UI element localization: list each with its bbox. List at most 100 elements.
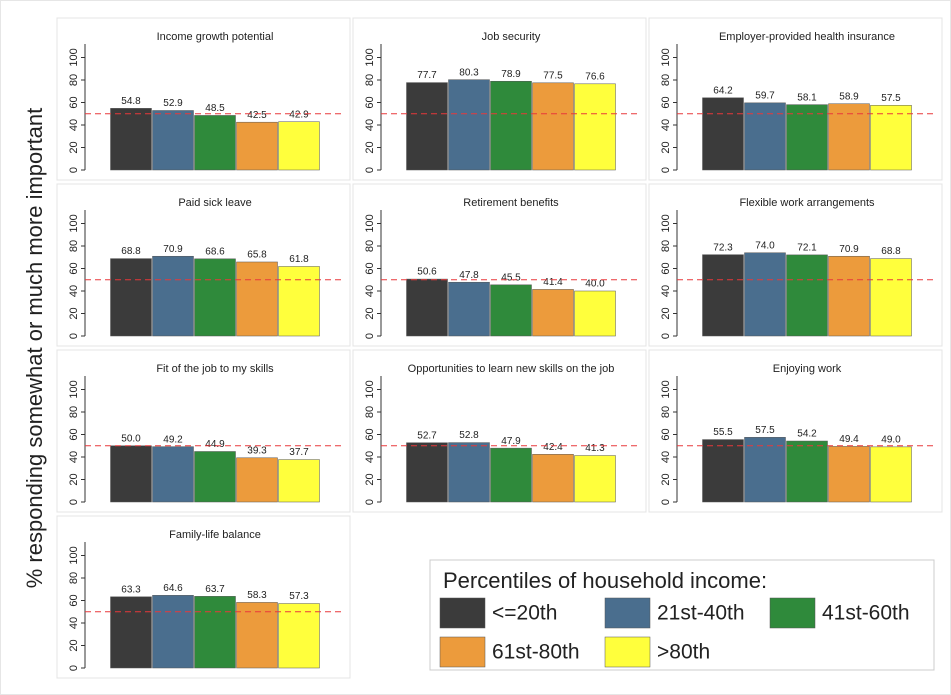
y-tick-label: 0 xyxy=(364,333,376,339)
value-label: 68.6 xyxy=(205,246,225,257)
legend-box xyxy=(429,559,935,671)
y-tick-label: 20 xyxy=(364,307,376,319)
bar xyxy=(236,261,278,337)
y-tick-label: 40 xyxy=(68,119,80,131)
y-tick-label: 60 xyxy=(68,594,80,606)
bar xyxy=(532,454,574,503)
value-label: 37.7 xyxy=(289,447,309,458)
panel-title: Flexible work arrangements xyxy=(739,197,875,209)
bar xyxy=(236,457,278,503)
y-tick-label: 80 xyxy=(68,240,80,252)
bar xyxy=(194,596,236,669)
value-label: 68.8 xyxy=(121,246,141,257)
legend-label: 61st-80th xyxy=(492,641,580,664)
y-tick-label: 60 xyxy=(68,96,80,108)
bar xyxy=(702,254,744,337)
panel-title: Employer-provided health insurance xyxy=(719,31,895,43)
value-label: 55.5 xyxy=(713,427,733,438)
bar xyxy=(194,451,236,503)
y-tick-label: 100 xyxy=(68,546,80,564)
bar xyxy=(406,442,448,503)
y-tick-label: 40 xyxy=(364,285,376,297)
value-label: 49.0 xyxy=(881,435,901,446)
bar xyxy=(870,105,912,171)
y-tick-label: 60 xyxy=(364,428,376,440)
y-tick-label: 40 xyxy=(364,451,376,463)
legend-swatch xyxy=(604,636,651,668)
value-label: 74.0 xyxy=(755,240,775,251)
legend-title: Percentiles of household income: xyxy=(443,568,767,593)
y-tick-label: 80 xyxy=(364,240,376,252)
value-label: 76.6 xyxy=(585,71,605,82)
y-tick-label: 100 xyxy=(68,214,80,232)
bar xyxy=(490,447,532,503)
value-label: 57.3 xyxy=(289,591,309,602)
y-tick-label: 60 xyxy=(364,96,376,108)
bar xyxy=(110,596,152,669)
bar xyxy=(110,258,152,337)
bar xyxy=(236,121,278,171)
y-tick-label: 0 xyxy=(68,167,80,173)
value-label: 49.2 xyxy=(163,434,183,445)
y-tick-label: 0 xyxy=(68,333,80,339)
bar xyxy=(448,281,490,337)
value-label: 54.2 xyxy=(797,429,817,440)
bar xyxy=(278,121,320,171)
bar xyxy=(152,595,194,669)
y-tick-label: 100 xyxy=(364,48,376,66)
y-tick-label: 40 xyxy=(68,285,80,297)
y-tick-label: 100 xyxy=(68,380,80,398)
bar xyxy=(786,254,828,337)
bar xyxy=(448,442,490,503)
legend-swatch xyxy=(439,597,486,629)
y-tick-label: 20 xyxy=(68,639,80,651)
bar xyxy=(152,446,194,503)
value-label: 57.5 xyxy=(881,93,901,104)
bar xyxy=(110,445,152,503)
y-tick-label: 100 xyxy=(660,380,672,398)
bar xyxy=(278,459,320,503)
value-label: 58.3 xyxy=(247,590,267,601)
bar xyxy=(490,80,532,171)
legend-label: <=20th xyxy=(492,602,557,625)
panel-title: Fit of the job to my skills xyxy=(156,363,274,375)
bar xyxy=(870,446,912,503)
bar xyxy=(744,102,786,171)
value-label: 63.3 xyxy=(121,584,141,595)
bar xyxy=(532,289,574,337)
legend-swatch xyxy=(604,597,651,629)
value-label: 58.1 xyxy=(797,92,817,103)
value-label: 72.3 xyxy=(713,242,733,253)
y-tick-label: 60 xyxy=(364,262,376,274)
value-label: 50.0 xyxy=(121,433,141,444)
bar xyxy=(236,602,278,669)
y-tick-label: 20 xyxy=(364,473,376,485)
y-tick-label: 20 xyxy=(68,307,80,319)
y-tick-label: 20 xyxy=(660,141,672,153)
y-tick-label: 0 xyxy=(364,499,376,505)
value-label: 42.5 xyxy=(247,110,267,121)
y-tick-label: 20 xyxy=(68,473,80,485)
y-tick-label: 60 xyxy=(660,262,672,274)
value-label: 42.9 xyxy=(289,109,309,120)
bar xyxy=(702,97,744,171)
y-tick-label: 20 xyxy=(364,141,376,153)
value-label: 52.7 xyxy=(417,430,437,441)
y-tick-label: 100 xyxy=(660,214,672,232)
y-tick-label: 40 xyxy=(660,451,672,463)
y-tick-label: 0 xyxy=(660,333,672,339)
value-label: 80.3 xyxy=(459,67,479,78)
y-tick-label: 40 xyxy=(68,617,80,629)
value-label: 61.8 xyxy=(289,254,309,265)
value-label: 58.9 xyxy=(839,91,859,102)
value-label: 52.9 xyxy=(163,98,183,109)
y-tick-label: 100 xyxy=(68,48,80,66)
y-tick-label: 0 xyxy=(68,665,80,671)
value-label: 65.8 xyxy=(247,250,267,261)
y-tick-label: 80 xyxy=(68,572,80,584)
y-tick-label: 80 xyxy=(660,74,672,86)
y-tick-label: 80 xyxy=(364,74,376,86)
y-tick-label: 0 xyxy=(660,167,672,173)
bar xyxy=(574,455,616,503)
